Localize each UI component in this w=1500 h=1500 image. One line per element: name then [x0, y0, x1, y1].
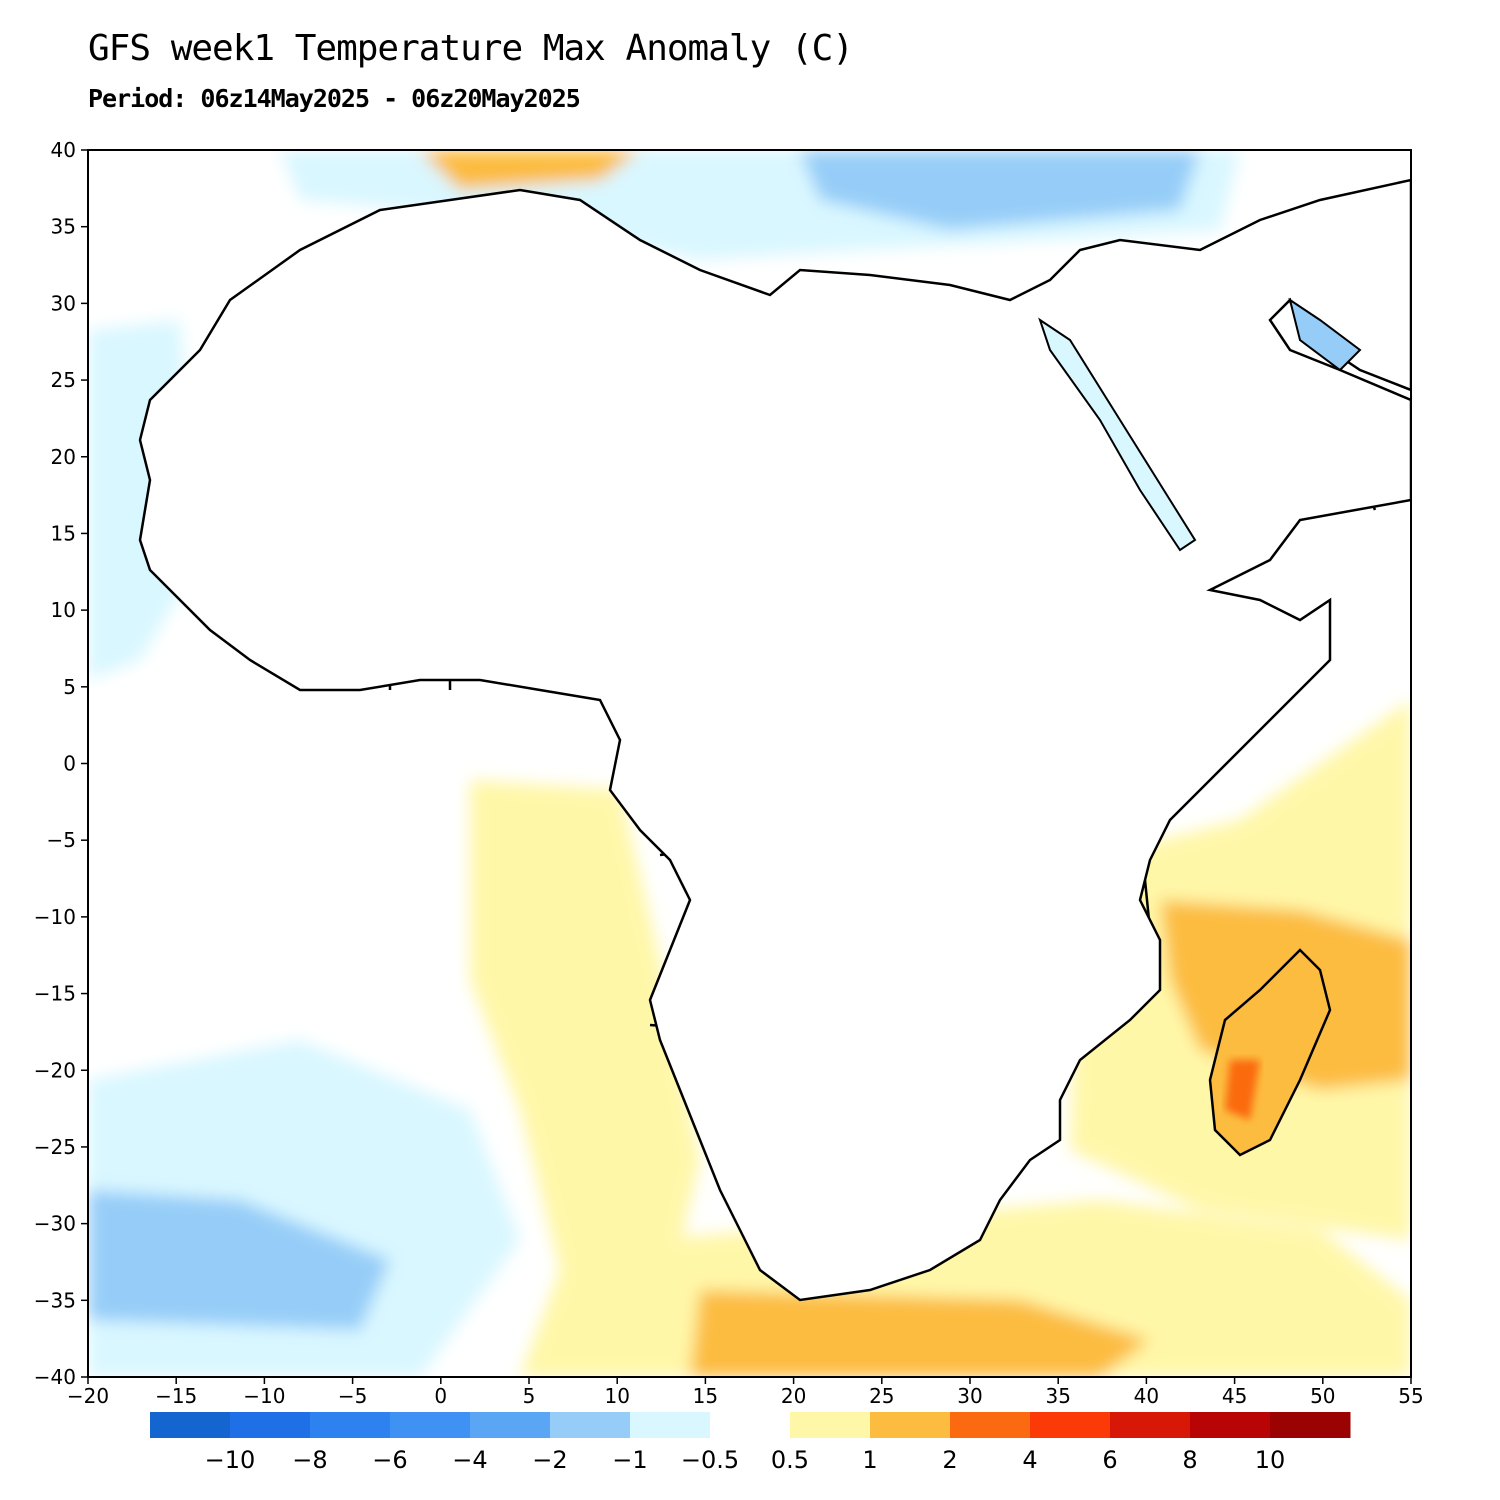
colorbar-swatch	[1110, 1412, 1191, 1438]
colorbar-label: 0.5	[771, 1446, 809, 1474]
x-tick-label: 15	[693, 1384, 718, 1408]
x-tick-label: 45	[1222, 1384, 1247, 1408]
x-tick-label: 20	[781, 1384, 806, 1408]
x-tick-label: −20	[67, 1384, 109, 1408]
y-tick-label: 35	[51, 215, 76, 239]
period-subtitle: Period: 06z14May2025 - 06z20May2025	[88, 84, 581, 113]
colorbar-swatch	[870, 1412, 951, 1438]
colorbar-swatch	[1190, 1412, 1271, 1438]
colorbar-swatch	[630, 1412, 711, 1438]
x-tick-label: 5	[523, 1384, 536, 1408]
y-tick-label: −30	[34, 1212, 76, 1236]
x-tick-label: 40	[1134, 1384, 1159, 1408]
x-tick-label: −15	[155, 1384, 197, 1408]
anomaly-field	[88, 150, 1411, 1377]
colorbar: −10 −8 −6 −4 −2 −1 −0.5 0.5 1 2 4 6 8 10	[150, 1412, 1351, 1474]
colorbar-label: 4	[1022, 1446, 1037, 1474]
y-tick-label: −15	[34, 982, 76, 1006]
y-tick-label: 0	[63, 752, 76, 776]
colorbar-swatch	[390, 1412, 471, 1438]
map-title: GFS week1 Temperature Max Anomaly (C)	[88, 28, 854, 69]
colorbar-swatch	[710, 1412, 791, 1438]
x-tick-label: 10	[604, 1384, 629, 1408]
x-tick-label: 0	[434, 1384, 447, 1408]
colorbar-label: 10	[1255, 1446, 1286, 1474]
x-tick-label: 55	[1398, 1384, 1423, 1408]
y-axis: 40 35 30 25 20 15 10 5 0 −5 −10 −15 −20 −25 −30 −35 −40	[34, 138, 88, 1389]
x-tick-label: 25	[869, 1384, 894, 1408]
y-tick-label: 10	[51, 598, 76, 622]
y-tick-label: −40	[34, 1365, 76, 1389]
y-tick-label: 20	[51, 445, 76, 469]
y-tick-label: 15	[51, 521, 76, 545]
y-tick-label: 30	[51, 291, 76, 315]
y-tick-label: 5	[63, 675, 76, 699]
colorbar-label: −8	[292, 1446, 327, 1474]
colorbar-label: −1	[612, 1446, 647, 1474]
colorbar-label: 1	[862, 1446, 877, 1474]
y-tick-label: −10	[34, 905, 76, 929]
x-tick-label: 30	[957, 1384, 982, 1408]
y-tick-label: 25	[51, 368, 76, 392]
x-tick-label: −10	[243, 1384, 285, 1408]
colorbar-label: 2	[942, 1446, 957, 1474]
colorbar-swatch	[950, 1412, 1031, 1438]
y-tick-label: −25	[34, 1135, 76, 1159]
y-tick-label: −35	[34, 1288, 76, 1312]
colorbar-swatch	[550, 1412, 631, 1438]
x-axis: −20 −15 −10 −5 0 5 10 15 20 25 30 35 40 45 50 55	[67, 1377, 1424, 1408]
y-tick-label: 40	[51, 138, 76, 162]
colorbar-label: −0.5	[681, 1446, 739, 1474]
colorbar-swatch	[1030, 1412, 1111, 1438]
colorbar-swatch	[470, 1412, 551, 1438]
colorbar-swatch	[310, 1412, 391, 1438]
y-tick-label: −20	[34, 1058, 76, 1082]
colorbar-label: 6	[1102, 1446, 1117, 1474]
colorbar-swatch	[790, 1412, 871, 1438]
x-tick-label: 50	[1310, 1384, 1335, 1408]
colorbar-swatch	[150, 1412, 231, 1438]
colorbar-swatch	[230, 1412, 311, 1438]
x-tick-label: −5	[338, 1384, 367, 1408]
colorbar-label: −6	[372, 1446, 407, 1474]
colorbar-label: −10	[205, 1446, 256, 1474]
colorbar-label: 8	[1182, 1446, 1197, 1474]
x-tick-label: 35	[1045, 1384, 1070, 1408]
y-tick-label: −5	[47, 828, 76, 852]
colorbar-swatch	[1270, 1412, 1351, 1438]
colorbar-label: −2	[532, 1446, 567, 1474]
colorbar-label: −4	[452, 1446, 487, 1474]
